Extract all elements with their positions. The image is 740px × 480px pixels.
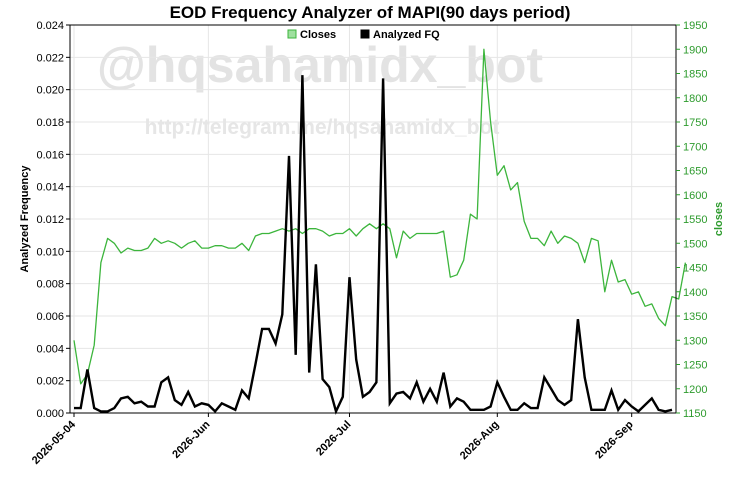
right-axis: 1150 1200 1250 1300 1350 1400 1450 1500 1550 1600…: [676, 20, 707, 420]
y2-tick-label: 1150: [683, 408, 707, 420]
x-tick-label: 2026-Jun: [170, 418, 212, 460]
y-tick-label: 0.012: [36, 214, 64, 226]
x-tick-label: 2026-Aug: [458, 419, 502, 463]
x-tick-label: 2026-05-04: [30, 418, 79, 467]
y-tick-label: 0.014: [36, 182, 64, 194]
y-axis-label: Analyzed Frequency: [19, 165, 31, 273]
legend-fq-swatch: [360, 29, 370, 39]
y2-tick-label: 1400: [683, 287, 707, 299]
y-tick-label: 0.006: [36, 311, 64, 323]
watermark-handle: @hqsahamidx_bot: [97, 37, 543, 93]
y2-tick-label: 1900: [683, 44, 707, 56]
y2-tick-label: 1850: [683, 69, 707, 81]
chart-title: EOD Frequency Analyzer of MAPI(90 days p…: [170, 3, 571, 22]
y2-tick-label: 1500: [683, 238, 707, 250]
y-tick-label: 0.022: [36, 52, 64, 64]
series-line-analyzed-fq: [74, 75, 673, 415]
y2-tick-label: 1650: [683, 166, 707, 178]
y2-tick-label: 1600: [683, 190, 707, 202]
left-axis: 0.000 0.002 0.004 0.006 0.008 0.010 0.012 0.014…: [36, 20, 70, 420]
y2-tick-label: 1200: [683, 384, 707, 396]
series-layer: [73, 48, 687, 415]
y-tick-label: 0.020: [36, 85, 64, 97]
y-tick-label: 0.016: [36, 149, 64, 161]
y2-tick-label: 1800: [683, 93, 707, 105]
y2-tick-label: 1450: [683, 263, 707, 275]
x-tick-label: 2026-Sep: [593, 418, 636, 461]
x-tick-label: 2026-Jul: [314, 419, 354, 459]
y2-tick-label: 1550: [683, 214, 707, 226]
watermark-url: http://telegram.me/hqsahamidx_bot: [145, 116, 500, 139]
y2-tick-label: 1950: [683, 20, 707, 32]
y2-tick-label: 1750: [683, 117, 707, 129]
legend-fq-label: Analyzed FQ: [373, 29, 440, 41]
y2-tick-label: 1300: [683, 335, 707, 347]
legend-closes-swatch: [287, 29, 297, 39]
y-tick-label: 0.024: [36, 20, 64, 32]
y2-axis-label: closes: [713, 202, 725, 236]
x-axis: 2026-05-04 2026-Jun 2026-Jul 2026-Aug 2026-S…: [30, 413, 636, 467]
y2-tick-label: 1350: [683, 311, 707, 323]
y-tick-label: 0.004: [36, 343, 64, 355]
y-tick-label: 0.000: [36, 408, 64, 420]
y-tick-label: 0.010: [36, 246, 64, 258]
legend-closes-label: Closes: [300, 29, 336, 41]
y2-tick-label: 1700: [683, 141, 707, 153]
y-tick-label: 0.018: [36, 117, 64, 129]
y2-tick-label: 1250: [683, 360, 707, 372]
legend: Closes Analyzed FQ: [287, 29, 440, 41]
y-tick-label: 0.008: [36, 279, 64, 291]
y-tick-label: 0.002: [36, 376, 64, 388]
